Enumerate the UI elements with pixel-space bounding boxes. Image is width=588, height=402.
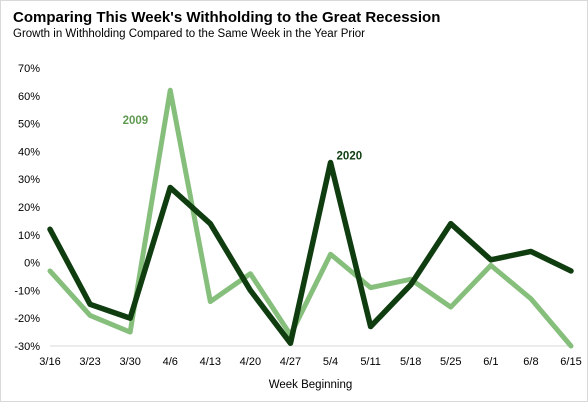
- series-labels: 2009 2020: [123, 115, 362, 162]
- y-tick-label: -10%: [14, 285, 40, 297]
- x-axis-title: Week Beginning: [269, 379, 353, 391]
- x-tick-label: 5/18: [400, 356, 421, 368]
- series-line-2009: [47, 87, 574, 349]
- y-tick-label: -30%: [14, 341, 40, 353]
- x-tick-label: 3/23: [79, 356, 100, 368]
- y-tick-label: 0%: [24, 258, 40, 270]
- y-tick-label: 10%: [18, 230, 40, 242]
- series-lines: [47, 87, 574, 349]
- x-tick-label: 4/13: [200, 356, 221, 368]
- x-tick-label: 6/15: [560, 356, 581, 368]
- x-tick-label: 5/11: [360, 356, 381, 368]
- y-tick-label: 20%: [18, 202, 40, 214]
- x-axis-ticks: 3/16 3/23 3/30 4/6 4/13 4/20 4/27 5/4 5/11 5/18 5/…: [39, 356, 581, 368]
- y-tick-label: 70%: [18, 63, 40, 75]
- x-tick-label: 4/20: [240, 356, 261, 368]
- x-tick-label: 5/4: [323, 356, 338, 368]
- y-tick-label: 60%: [18, 91, 40, 103]
- y-tick-label: -20%: [14, 313, 40, 325]
- x-tick-label: 3/16: [39, 356, 60, 368]
- x-tick-label: 6/8: [523, 356, 538, 368]
- series-label-2020: 2020: [337, 151, 363, 163]
- chart-subtitle: Growth in Withholding Compared to the Sa…: [13, 28, 365, 40]
- x-tick-label: 3/30: [119, 356, 140, 368]
- y-tick-label: 30%: [18, 174, 40, 186]
- y-tick-label: 50%: [18, 119, 40, 131]
- y-axis-ticks: -30% -20% -10% 0% 10% 20% 30% 40% 50% 60% 70%: [14, 63, 40, 353]
- x-tick-label: 4/6: [163, 356, 178, 368]
- x-tick-label: 6/1: [483, 356, 498, 368]
- series-label-2009: 2009: [123, 115, 149, 127]
- x-tick-label: 5/25: [440, 356, 461, 368]
- chart-title: Comparing This Week's Withholding to the…: [13, 9, 441, 26]
- x-tick-label: 4/27: [280, 356, 301, 368]
- series-line-2020: [47, 159, 574, 346]
- y-tick-label: 40%: [18, 146, 40, 158]
